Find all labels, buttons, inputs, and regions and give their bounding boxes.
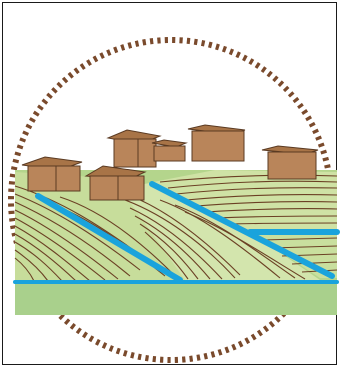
- house-middle: [106, 129, 162, 168]
- house-far-right: [261, 145, 319, 180]
- field-bottom-strip: [15, 283, 337, 315]
- furrows-back: [159, 174, 338, 225]
- houses-group: [21, 124, 319, 201]
- house-left: [21, 156, 83, 192]
- furrows-middle: [119, 191, 306, 280]
- channel-middle: [149, 181, 335, 279]
- house-small: [151, 139, 188, 162]
- house-center-left: [84, 165, 147, 201]
- house-upper-right: [187, 124, 246, 162]
- fields-group: [13, 170, 340, 315]
- irrigation-channels: [13, 181, 340, 284]
- terrace-middle: [120, 183, 320, 280]
- channel-left: [35, 193, 183, 283]
